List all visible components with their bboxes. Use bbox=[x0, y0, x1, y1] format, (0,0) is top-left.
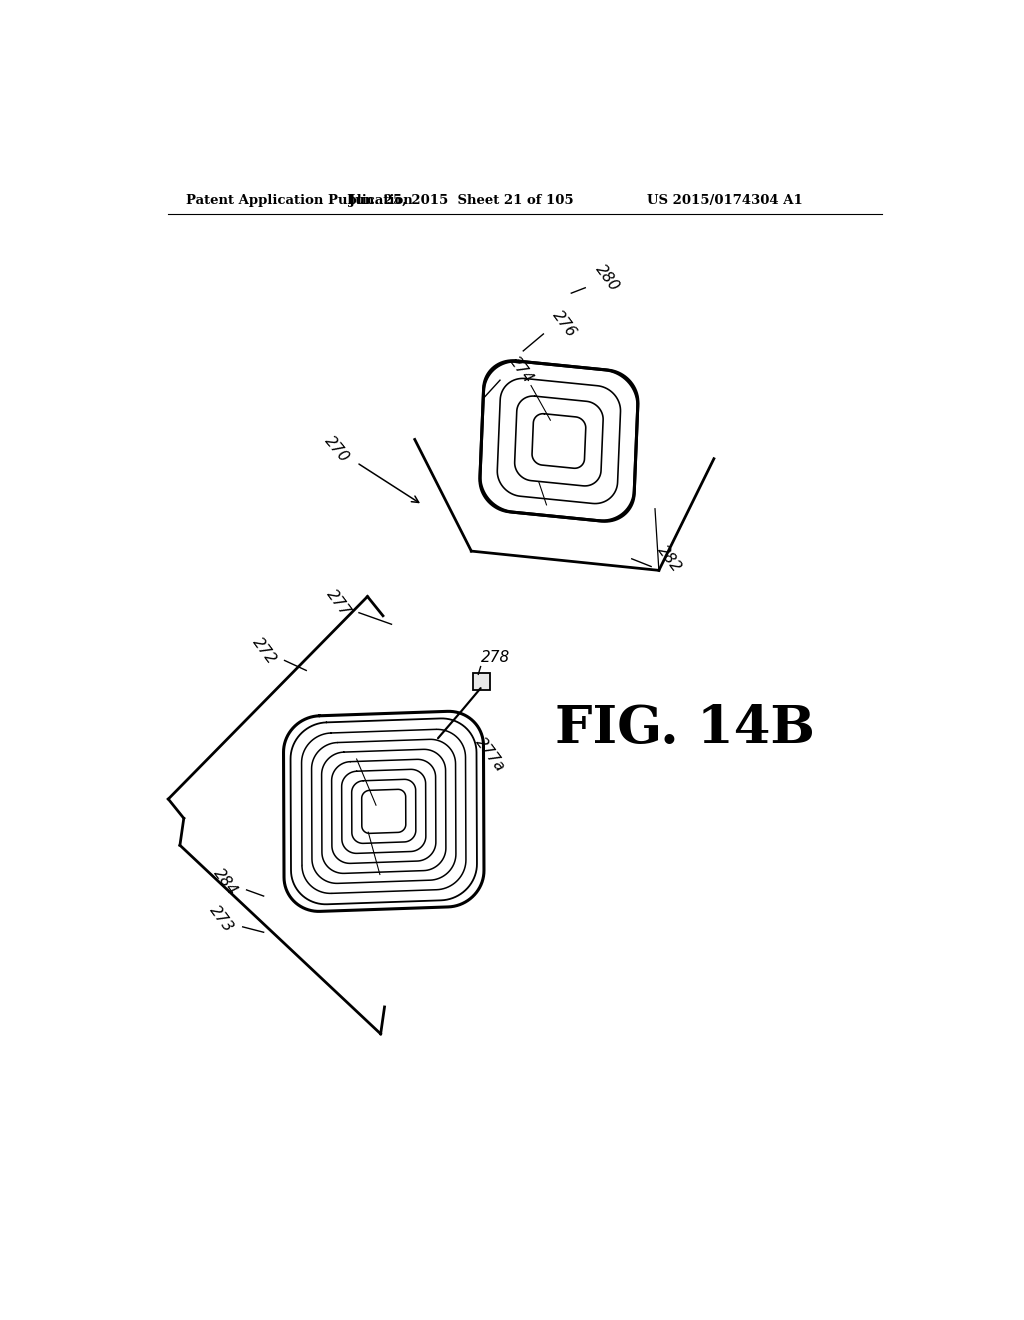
Text: 277: 277 bbox=[324, 587, 352, 619]
Text: Jun. 25, 2015  Sheet 21 of 105: Jun. 25, 2015 Sheet 21 of 105 bbox=[349, 194, 573, 207]
Bar bbox=[473, 673, 489, 689]
Text: 274: 274 bbox=[506, 354, 536, 387]
Text: US 2015/0174304 A1: US 2015/0174304 A1 bbox=[647, 194, 803, 207]
Text: 270: 270 bbox=[323, 433, 352, 466]
Text: 273: 273 bbox=[207, 903, 237, 936]
Text: 276: 276 bbox=[550, 308, 580, 341]
Text: FIG. 14B: FIG. 14B bbox=[555, 702, 814, 754]
Text: Patent Application Publication: Patent Application Publication bbox=[186, 194, 413, 207]
Text: 282: 282 bbox=[655, 543, 685, 576]
Text: 277a: 277a bbox=[473, 735, 508, 775]
Text: 272: 272 bbox=[250, 635, 280, 668]
Text: 278: 278 bbox=[480, 649, 510, 665]
Text: 284: 284 bbox=[211, 866, 241, 899]
Text: 280: 280 bbox=[593, 261, 623, 294]
